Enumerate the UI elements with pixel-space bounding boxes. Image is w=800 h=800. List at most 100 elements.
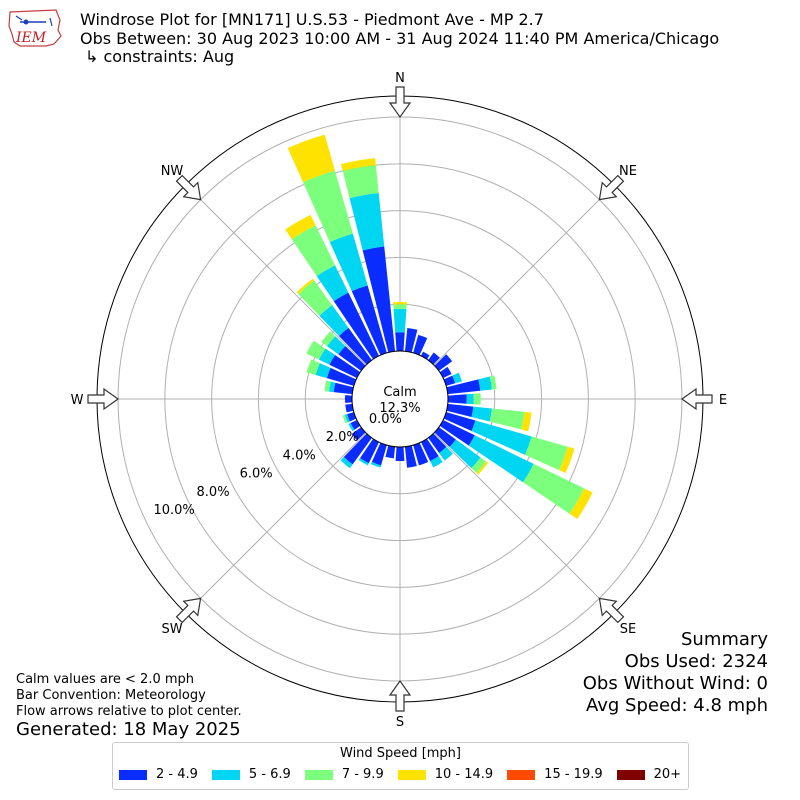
flow-arrow: [680, 387, 713, 411]
wind-bar: [434, 427, 456, 448]
wind-bar: [478, 376, 492, 391]
wind-bar: [569, 488, 593, 520]
wind-bar: [393, 304, 407, 310]
legend-swatch: [507, 769, 536, 780]
wind-bar: [329, 355, 361, 379]
legend-label: 10 - 14.9: [434, 767, 494, 782]
wind-bar: [345, 403, 354, 413]
spoke-line: [433, 184, 615, 366]
wind-bar: [393, 301, 407, 305]
calm-label: Calm: [383, 385, 416, 400]
wind-bar: [370, 462, 382, 468]
arrow-shape: [87, 387, 120, 411]
direction-label-sw: SW: [161, 622, 182, 637]
wind-bar: [439, 419, 475, 446]
wind-bar: [319, 305, 349, 336]
wind-bar: [468, 435, 534, 483]
wind-bar: [447, 394, 467, 404]
wind-bar: [298, 280, 333, 316]
iem-logo: IEM: [8, 9, 62, 47]
wind-bar: [473, 393, 481, 405]
radial-tick-label: 4.0%: [283, 448, 316, 463]
wind-bar: [303, 170, 353, 243]
radial-ring: [164, 163, 636, 635]
wind-bar: [428, 352, 440, 365]
arrow-shape: [680, 387, 713, 411]
wind-bar: [351, 427, 366, 441]
radial-tick-label: 6.0%: [240, 467, 273, 482]
wind-bars: [285, 134, 593, 520]
wind-bar: [521, 411, 532, 432]
wind-bar: [476, 461, 489, 475]
wind-bar: [287, 134, 335, 183]
wind-bar: [348, 423, 355, 432]
direction-label-w: W: [71, 393, 84, 408]
wind-bar: [351, 285, 387, 356]
wind-bar: [342, 414, 348, 424]
calm-value: 12.3%: [379, 401, 420, 416]
radial-tick-label: 10.0%: [153, 503, 194, 518]
wind-bar: [393, 308, 407, 333]
wind-bar: [328, 381, 336, 393]
radial-tick-label: 0.0%: [369, 412, 402, 427]
wind-bar: [524, 436, 568, 471]
wind-bar: [471, 420, 532, 455]
radial-tick-label: 8.0%: [197, 485, 230, 500]
wind-bar: [439, 446, 453, 461]
wind-bar: [489, 375, 497, 390]
flow-arrows-note: Flow arrows relative to plot center.: [16, 704, 242, 719]
direction-label-se: SE: [620, 622, 636, 637]
wind-bar: [559, 446, 575, 474]
legend-item: 2 - 4.9: [119, 767, 198, 782]
direction-label-e: E: [719, 393, 727, 408]
wind-bar: [285, 214, 316, 240]
wind-bar: [413, 442, 429, 466]
arrow-shape: [175, 174, 202, 201]
legend-label: 5 - 6.9: [248, 767, 291, 782]
wind-bar: [446, 403, 474, 417]
wind-bar: [523, 463, 585, 514]
wind-bar: [324, 380, 331, 392]
wind-bar: [395, 446, 405, 462]
legend-item: 7 - 9.9: [304, 767, 384, 782]
wind-bar: [371, 442, 387, 466]
radial-ring: [257, 256, 543, 542]
wind-bar: [359, 438, 380, 464]
wind-bar: [326, 367, 357, 386]
legend-label: 15 - 19.9: [544, 767, 603, 782]
legend-items: 2 - 4.9 5 - 6.9 7 - 9.9 10 - 14.9 15 - 19.9 2…: [119, 767, 695, 782]
legend-item: 15 - 19.9: [507, 767, 603, 782]
wind-bar: [338, 346, 366, 371]
wind-bar: [443, 412, 476, 432]
spoke-line: [185, 432, 367, 614]
wind-bar: [306, 340, 326, 360]
wind-bar: [446, 379, 481, 395]
wind-bar: [321, 331, 336, 347]
wind-bar: [471, 406, 492, 422]
wind-bar: [471, 457, 487, 474]
wind-bar: [349, 193, 385, 251]
wind-bar: [296, 278, 315, 294]
axis-labels: N NE E SE S SW W NW 0.0% 2.0% 4.0% 6.0% 8.0%10.0% Cal…: [71, 71, 728, 730]
legend-label: 2 - 4.9: [156, 767, 198, 782]
chart-period: Obs Between: 30 Aug 2023 10:00 AM - 31 A…: [80, 29, 720, 48]
wind-bar: [327, 336, 346, 355]
legend-swatch: [304, 769, 333, 780]
wind-bar: [420, 351, 430, 360]
wind-bar: [338, 327, 372, 365]
logo-lettering: IEM: [15, 30, 47, 46]
legend-swatch: [616, 769, 645, 780]
legend-item: 5 - 6.9: [211, 767, 291, 782]
wind-bar: [333, 382, 354, 395]
flow-arrow: [598, 597, 625, 624]
generated-date: Generated: 18 May 2025: [16, 719, 241, 740]
flow-arrow: [175, 174, 202, 201]
wind-bar: [343, 433, 372, 465]
legend-swatch: [211, 769, 240, 780]
wind-bar: [413, 334, 428, 356]
wind-bar: [489, 408, 525, 430]
wind-bar: [347, 412, 357, 422]
arrow-shape: [388, 679, 412, 712]
arrow-shape: [598, 597, 625, 624]
summary-heading: Summary: [681, 629, 768, 650]
